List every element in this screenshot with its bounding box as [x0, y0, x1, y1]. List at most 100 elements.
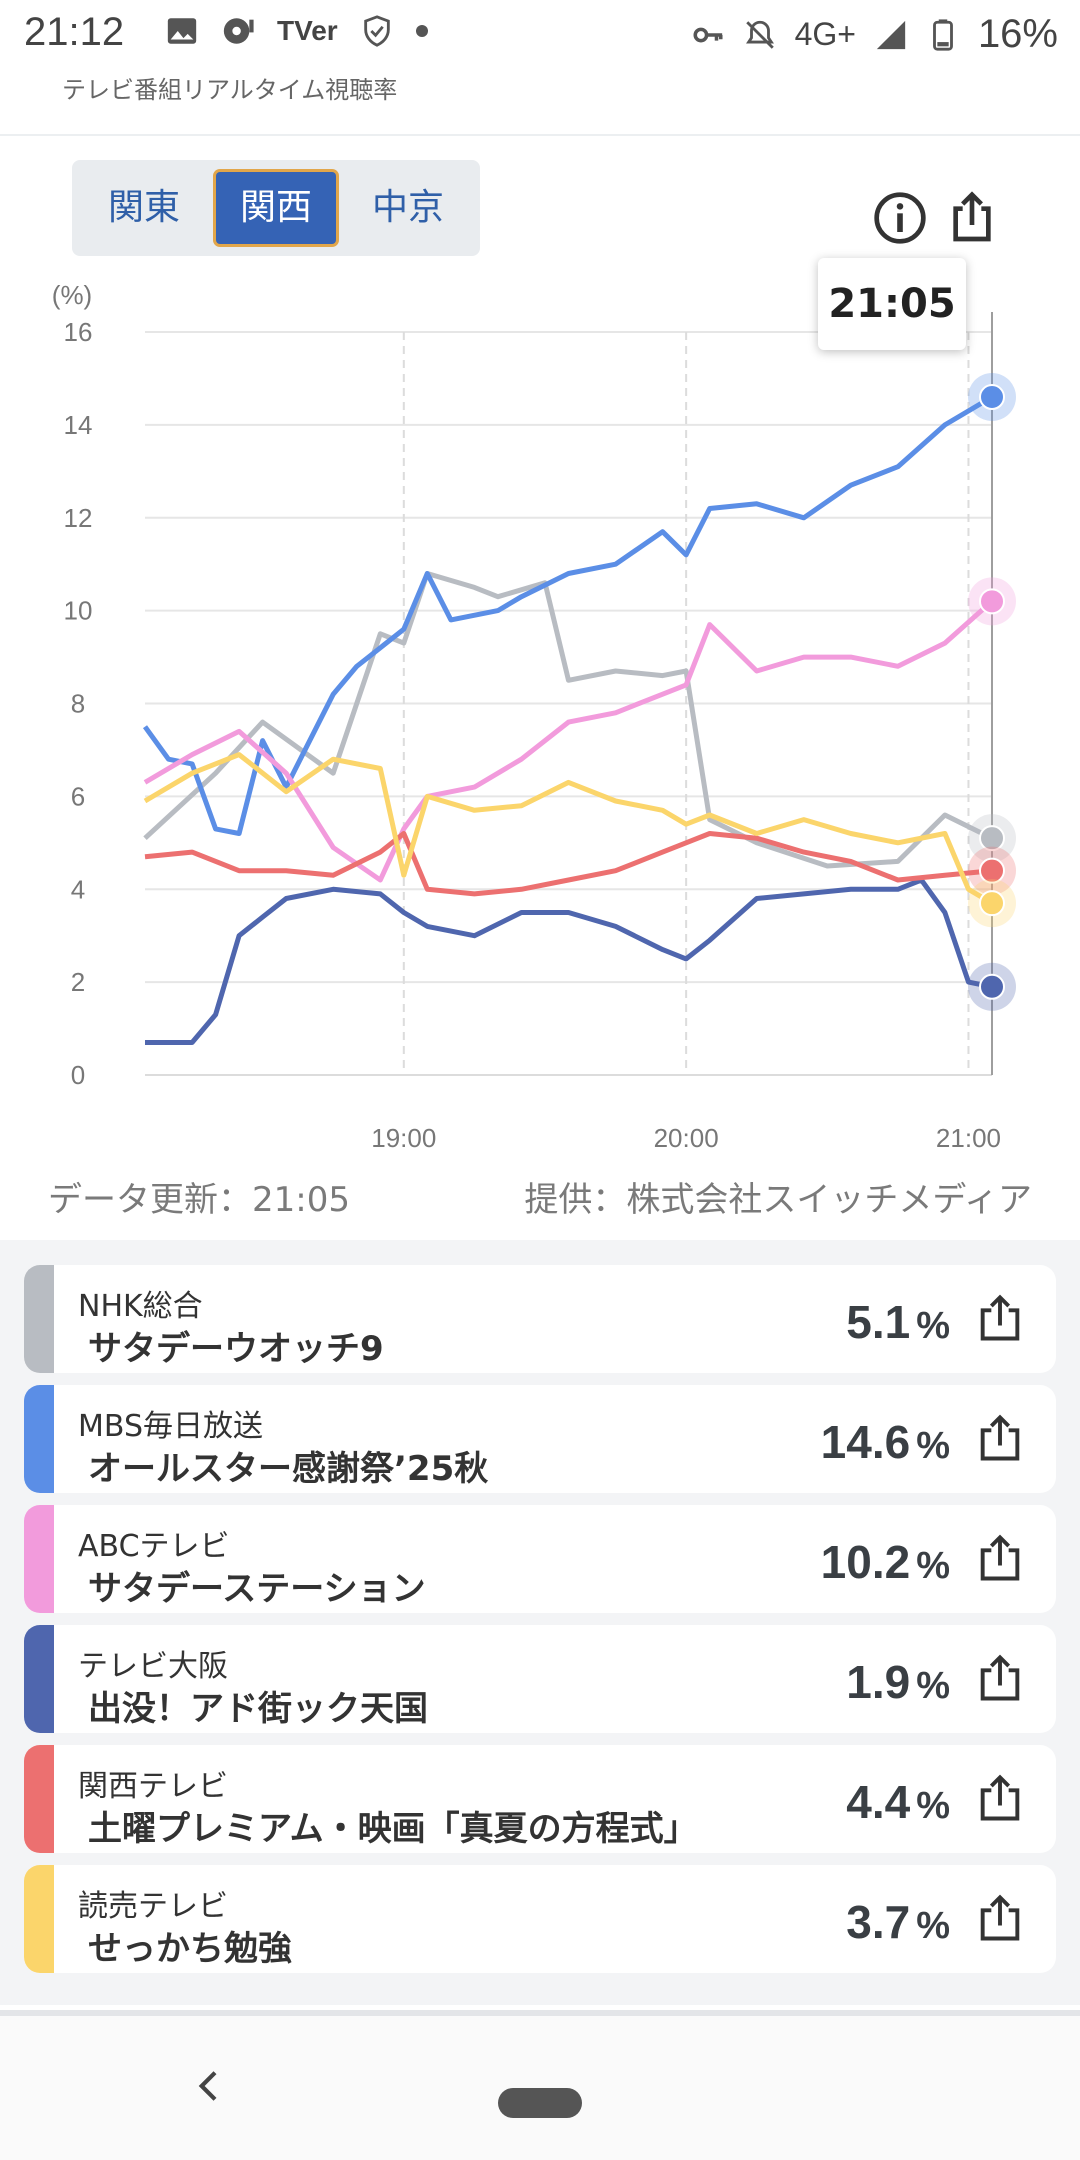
x-tick-label: 19:00	[371, 1123, 436, 1150]
tver-icon: TVer	[277, 15, 338, 46]
channel-name: 読売テレビ	[78, 1889, 228, 1924]
chart-axes: 0 2 4 6 8 10 12 14 16 (%) 19:00 20:00 21:00	[52, 280, 1001, 1150]
channel-card[interactable]: テレビ大阪出没！アド街ック天国 1.9%	[24, 1625, 1056, 1733]
region-tab-chukyo[interactable]: 中京	[371, 187, 444, 228]
y-tick-label: 10	[64, 596, 93, 626]
chart-series	[142, 394, 994, 1045]
program-title: サタデーステーション	[88, 1569, 426, 1609]
y-tick-label: 8	[71, 689, 85, 719]
data-provider: 提供：株式会社スイッチメディア	[524, 1180, 1032, 1220]
series-line-1	[142, 394, 994, 836]
rating-number: 3.7	[846, 1896, 911, 1948]
series-marker	[979, 973, 1005, 1000]
share-icon[interactable]	[974, 1773, 1026, 1825]
y-tick-label: 16	[64, 317, 93, 347]
y-tick-label: 4	[71, 874, 85, 904]
channel-name: MBS毎日放送	[78, 1409, 263, 1444]
shield-icon	[363, 15, 390, 47]
key-icon	[693, 27, 723, 42]
rating-value: 4.4%	[846, 1775, 950, 1829]
series-line-3	[145, 877, 993, 1045]
program-title: 土曜プレミアム・映画「真夏の方程式」	[88, 1809, 698, 1849]
signal-icon	[876, 20, 906, 49]
y-axis-label: (%)	[52, 280, 92, 310]
y-tick-label: 14	[64, 410, 93, 440]
y-tick-label: 6	[71, 781, 85, 811]
dot-icon	[415, 25, 428, 37]
share-icon[interactable]	[974, 1293, 1026, 1345]
series-marker	[979, 825, 1005, 852]
chart-markers	[968, 373, 1016, 1011]
channel-color-bar	[24, 1385, 54, 1493]
status-time: 21:12	[24, 10, 125, 54]
channel-color-bar	[24, 1865, 54, 1973]
share-icon[interactable]	[974, 1533, 1026, 1585]
network-type: 4G+	[794, 16, 856, 52]
bottom-divider	[0, 2010, 1080, 2016]
share-icon[interactable]	[974, 1413, 1026, 1465]
x-tick-label: 20:00	[654, 1123, 719, 1150]
channel-name: テレビ大阪	[78, 1649, 228, 1684]
rating-unit: %	[916, 1785, 950, 1827]
series-line-0	[143, 571, 994, 869]
channel-color-bar	[24, 1505, 54, 1613]
info-icon[interactable]	[872, 190, 928, 246]
program-title: 出没！アド街ック天国	[88, 1689, 428, 1729]
channel-name: 関西テレビ	[78, 1769, 228, 1804]
region-selector: 関東 関西 中京	[72, 160, 480, 256]
rating-unit: %	[916, 1905, 950, 1947]
rating-number: 1.9	[846, 1656, 911, 1708]
rating-number: 10.2	[820, 1536, 911, 1588]
update-time: データ更新：21:05	[48, 1180, 350, 1220]
rating-unit: %	[916, 1545, 950, 1587]
rating-value: 10.2%	[821, 1535, 950, 1589]
channel-name: ABCテレビ	[78, 1529, 230, 1564]
region-tab-kansai[interactable]: 関西	[216, 172, 336, 244]
share-icon[interactable]	[974, 1653, 1026, 1705]
rating-value: 1.9%	[846, 1655, 950, 1709]
share-icon[interactable]	[974, 1893, 1026, 1945]
disc-icon	[223, 18, 254, 44]
battery-level: 16%	[977, 12, 1058, 56]
series-marker	[979, 890, 1005, 917]
rating-unit: %	[916, 1425, 950, 1467]
channel-color-bar	[24, 1745, 54, 1853]
series-line-4	[144, 831, 993, 897]
series-line-2	[143, 599, 994, 883]
share-icon[interactable]	[944, 190, 1000, 246]
channel-card[interactable]: NHK総合サタデーウオッチ9 5.1%	[24, 1265, 1056, 1373]
series-line-5	[143, 752, 994, 906]
region-tab-kanto[interactable]: 関東	[107, 187, 180, 228]
rating-number: 4.4	[846, 1776, 911, 1828]
battery-icon	[933, 18, 953, 51]
series-marker	[979, 857, 1005, 884]
program-title: せっかち勉強	[88, 1929, 292, 1969]
rating-value: 3.7%	[846, 1895, 950, 1949]
channel-name: NHK総合	[78, 1289, 203, 1324]
y-tick-label: 12	[64, 503, 93, 533]
navigation-bar	[0, 2016, 1080, 2160]
y-tick-label: 2	[71, 967, 85, 997]
x-tick-label: 21:00	[936, 1123, 1001, 1150]
channel-card[interactable]: 関西テレビ土曜プレミアム・映画「真夏の方程式」 4.4%	[24, 1745, 1056, 1853]
program-title: サタデーウオッチ9	[88, 1329, 384, 1369]
y-tick-label: 0	[71, 1060, 85, 1090]
channel-color-bar	[24, 1625, 54, 1733]
series-marker	[979, 588, 1005, 615]
rating-value: 14.6%	[821, 1415, 950, 1469]
rating-unit: %	[916, 1665, 950, 1707]
channel-card[interactable]: 読売テレビせっかち勉強 3.7%	[24, 1865, 1056, 1973]
back-icon[interactable]	[190, 2066, 230, 2106]
rating-number: 5.1	[846, 1296, 911, 1348]
program-title: オールスター感謝祭’25秋	[88, 1449, 489, 1489]
rating-unit: %	[916, 1305, 950, 1347]
channel-card[interactable]: ABCテレビサタデーステーション 10.2%	[24, 1505, 1056, 1613]
app-title: テレビ番組リアルタイム視聴率	[62, 76, 398, 104]
chart-grid	[145, 312, 993, 1076]
home-pill[interactable]	[498, 2088, 582, 2118]
status-bar: 21:12 TVer 4G+ 16%	[0, 0, 1080, 75]
header-divider	[0, 134, 1080, 136]
channel-card[interactable]: MBS毎日放送オールスター感謝祭’25秋 14.6%	[24, 1385, 1056, 1493]
channel-color-bar	[24, 1265, 54, 1373]
bell-off-icon	[745, 20, 774, 49]
